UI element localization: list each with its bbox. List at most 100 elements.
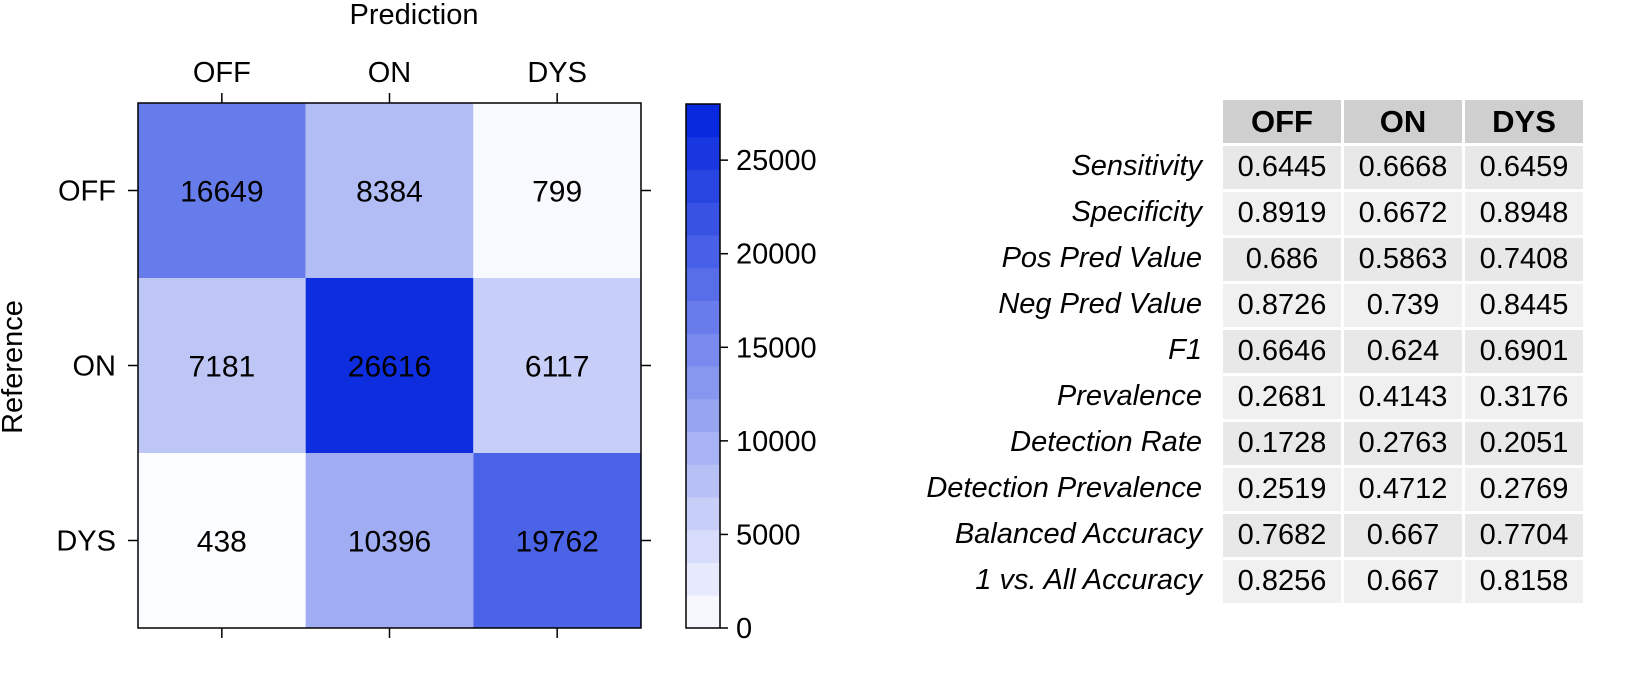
table-cell: 0.8256 <box>1220 557 1341 603</box>
table-cell: 0.6445 <box>1220 143 1341 189</box>
table-cell: 0.6459 <box>1462 143 1583 189</box>
table-row: Sensitivity 0.6445 0.6668 0.6459 <box>920 143 1583 189</box>
heatmap-cell <box>473 278 641 453</box>
colorbar-segment <box>686 398 720 432</box>
metrics-table: OFF ON DYS Sensitivity 0.6445 0.6668 0.6459 Sp… <box>920 100 1583 603</box>
colorbar-segment <box>686 562 720 596</box>
table-row-label: Prevalence <box>1056 379 1202 412</box>
table-cell: 0.7408 <box>1462 235 1583 281</box>
table-cell: 0.1728 <box>1220 419 1341 465</box>
heatmap-cell <box>305 278 474 453</box>
table-cell: 0.739 <box>1341 281 1462 327</box>
table-row: F1 0.6646 0.624 0.6901 <box>920 327 1583 373</box>
table-cell: 0.8948 <box>1462 189 1583 235</box>
table-cell: 0.624 <box>1341 327 1462 373</box>
heatmap-cell <box>138 278 306 453</box>
colorbar-tick-label: 20000 <box>736 239 817 271</box>
table-row-label: Specificity <box>1071 195 1202 228</box>
colorbar-segment <box>686 300 720 334</box>
heatmap-cell-label: 19762 <box>515 526 598 559</box>
table-cell: 0.4143 <box>1341 373 1462 419</box>
x-tick-label: OFF <box>193 57 251 89</box>
table-row-label: Sensitivity <box>1071 149 1202 182</box>
table-cell: 0.7682 <box>1220 511 1341 557</box>
colorbar-tick-label: 10000 <box>736 426 817 458</box>
heatmap-cell <box>473 103 641 278</box>
table-cell: 0.8445 <box>1462 281 1583 327</box>
heatmap-cell-label: 438 <box>197 526 247 559</box>
colorbar-segment <box>686 202 720 236</box>
y-tick-label: ON <box>73 351 117 383</box>
table-column-header: DYS <box>1462 100 1583 143</box>
x-axis-title: Prediction <box>350 0 479 31</box>
table-cell: 0.3176 <box>1462 373 1583 419</box>
table-cell: 0.2769 <box>1462 465 1583 511</box>
x-tick-label: ON <box>368 57 412 89</box>
table-row-label: Neg Pred Value <box>998 287 1202 320</box>
colorbar-segment <box>686 464 720 498</box>
table-row-label: Pos Pred Value <box>1001 241 1202 274</box>
colorbar-tick-label: 15000 <box>736 332 817 364</box>
colorbar-frame <box>685 103 721 629</box>
table-row-label: Detection Prevalence <box>926 471 1202 504</box>
heatmap-cell-label: 799 <box>532 176 582 209</box>
table-row-label: Detection Rate <box>1010 425 1202 458</box>
table-row: Specificity 0.8919 0.6672 0.8948 <box>920 189 1583 235</box>
table-column-header: OFF <box>1220 100 1341 143</box>
table-cell: 0.2519 <box>1220 465 1341 511</box>
colorbar-segment <box>686 497 720 531</box>
colorbar-tick-label: 25000 <box>736 145 817 177</box>
table-cell: 0.667 <box>1341 557 1462 603</box>
table-row-label: Balanced Accuracy <box>954 517 1202 550</box>
table-row: Pos Pred Value 0.686 0.5863 0.7408 <box>920 235 1583 281</box>
heatmap-cell-label: 7181 <box>188 351 255 384</box>
heatmap-cell <box>138 453 306 628</box>
table-cell: 0.686 <box>1220 235 1341 281</box>
table-cell: 0.6668 <box>1341 143 1462 189</box>
colorbar-segment <box>686 529 720 563</box>
heatmap-cell <box>305 453 474 628</box>
heatmap-cell-label: 16649 <box>180 176 263 209</box>
y-tick-label: OFF <box>58 176 116 208</box>
colorbar-segment <box>686 366 720 400</box>
table-cell: 0.8919 <box>1220 189 1341 235</box>
table-corner <box>920 100 1220 143</box>
table-row-label: 1 vs. All Accuracy <box>975 563 1202 596</box>
table-cell: 0.6672 <box>1341 189 1462 235</box>
y-tick-label: DYS <box>56 526 116 558</box>
table-row: Detection Rate 0.1728 0.2763 0.2051 <box>920 419 1583 465</box>
colorbar-segment <box>686 595 720 629</box>
table-row: Balanced Accuracy 0.7682 0.667 0.7704 <box>920 511 1583 557</box>
colorbar-segment <box>686 267 720 301</box>
colorbar-segment <box>686 333 720 367</box>
colorbar-tick-label: 5000 <box>736 519 801 551</box>
heatmap-cell-label: 8384 <box>356 176 423 209</box>
table-cell: 0.667 <box>1341 511 1462 557</box>
table-cell: 0.8158 <box>1462 557 1583 603</box>
table-row: 1 vs. All Accuracy 0.8256 0.667 0.8158 <box>920 557 1583 603</box>
heatmap-cell <box>473 453 641 628</box>
heatmap-cell-label: 6117 <box>525 351 590 384</box>
heatmap-cell-label: 26616 <box>348 351 431 384</box>
heatmap-cell-label: 10396 <box>348 526 431 559</box>
colorbar-tick-label: 0 <box>736 613 752 645</box>
colorbar-segment <box>686 431 720 465</box>
colorbar-segment <box>686 235 720 269</box>
table-cell: 0.8726 <box>1220 281 1341 327</box>
table-cell: 0.2763 <box>1341 419 1462 465</box>
y-axis-title: Reference <box>0 300 29 434</box>
table-cell: 0.2681 <box>1220 373 1341 419</box>
heatmap-cell <box>138 103 306 278</box>
table-row-label: F1 <box>1168 333 1202 366</box>
table-cell: 0.6901 <box>1462 327 1583 373</box>
colorbar-segment <box>686 104 720 138</box>
table-cell: 0.2051 <box>1462 419 1583 465</box>
table-row: Neg Pred Value 0.8726 0.739 0.8445 <box>920 281 1583 327</box>
table-cell: 0.7704 <box>1462 511 1583 557</box>
colorbar-segment <box>686 136 720 170</box>
x-tick-label: DYS <box>527 57 587 89</box>
table-cell: 0.5863 <box>1341 235 1462 281</box>
heatmap-cell <box>305 103 474 278</box>
colorbar-segment <box>686 169 720 203</box>
table-row: Prevalence 0.2681 0.4143 0.3176 <box>920 373 1583 419</box>
